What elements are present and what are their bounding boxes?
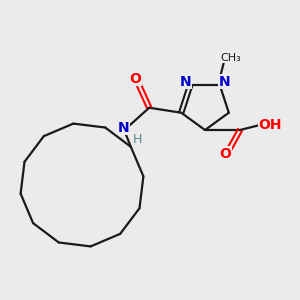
Text: N: N: [117, 121, 129, 135]
Text: OH: OH: [258, 118, 282, 132]
Text: N: N: [219, 75, 230, 89]
Text: H: H: [133, 133, 142, 146]
Text: N: N: [179, 75, 191, 89]
Text: CH₃: CH₃: [220, 53, 241, 63]
Text: O: O: [219, 147, 231, 161]
Text: O: O: [129, 72, 141, 86]
